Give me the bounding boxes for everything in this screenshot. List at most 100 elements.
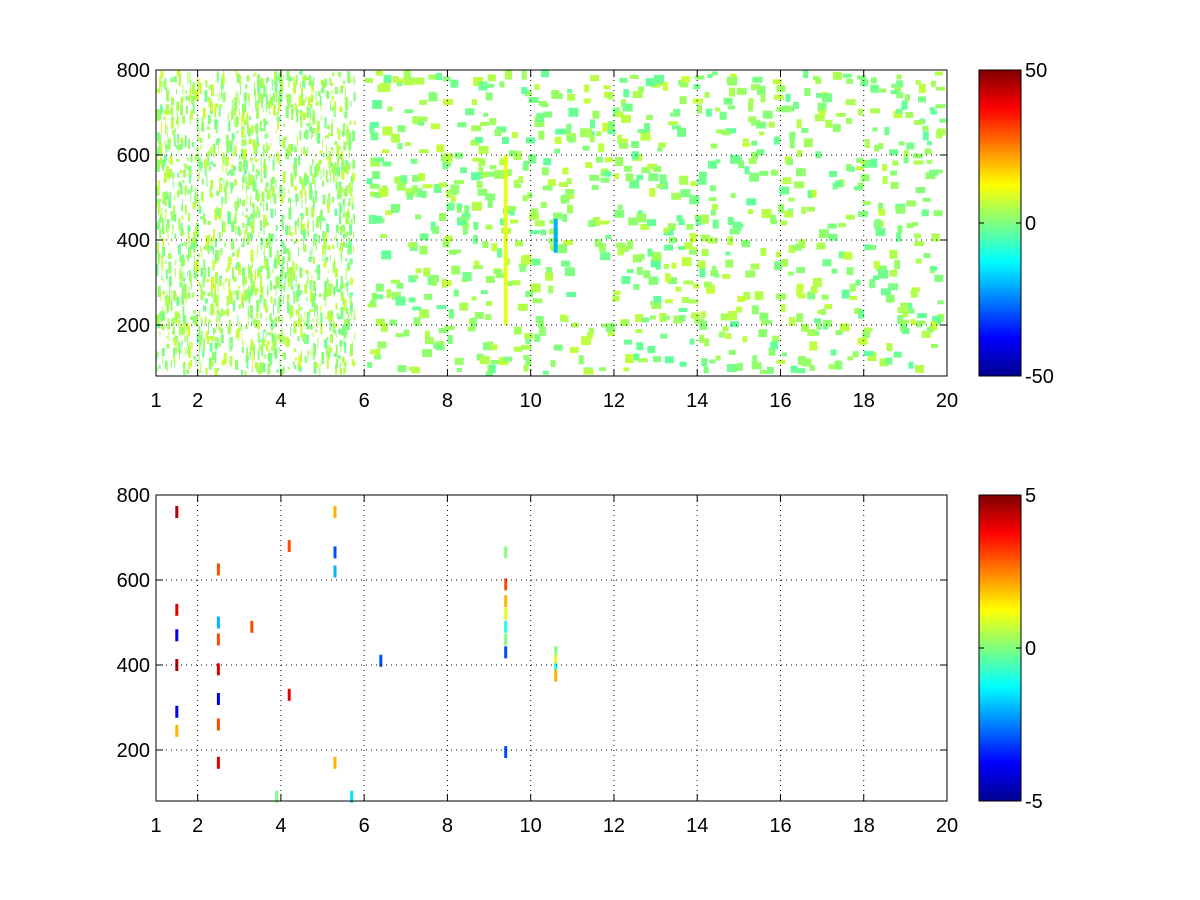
heatmap-cell [852,351,859,358]
heatmap-cell [678,315,686,321]
heatmap-cell [917,313,927,319]
heatmap-cell [627,240,634,250]
heatmap-cell [759,131,764,136]
heatmap-cell [217,284,219,292]
heatmap-cell [751,140,758,146]
heatmap-cell [198,326,201,334]
heatmap-cell [192,141,194,147]
heatmap-cell [897,307,903,314]
heatmap-cell [229,291,233,304]
heatmap-cell [748,209,754,215]
heatmap-cell [336,144,340,157]
heatmap-cell [447,335,453,345]
heatmap-cell [195,358,197,366]
heatmap-cell [270,142,272,146]
heatmap-cell [295,276,297,286]
heatmap-cell [337,166,341,177]
heatmap-cell [223,282,225,290]
heatmap-cell [196,90,198,99]
heatmap-cell [327,351,330,360]
heatmap-cell [261,191,265,202]
heatmap-cell [243,154,247,166]
heatmap-cell [374,157,384,163]
heatmap-cell [647,219,656,227]
heatmap-cell [586,331,593,339]
heatmap-cell [292,76,294,81]
heatmap-cell [407,192,413,200]
heatmap-cell [285,106,289,118]
heatmap-cell [320,361,322,366]
heatmap-cell [257,170,260,176]
heatmap-cell [888,283,899,291]
heatmap-cell [514,183,522,188]
heatmap-cell [180,105,183,116]
heatmap-cell [796,119,802,129]
heatmap-cell [218,323,220,330]
heatmap-cell [456,203,463,209]
heatmap-cell [175,346,178,354]
heatmap-cell [330,162,334,167]
heatmap-cell [323,167,325,178]
heatmap-cell [249,289,253,297]
heatmap-cell [749,172,760,182]
heatmap-cell [762,110,773,119]
heatmap-cell [663,315,670,320]
heatmap-cell [582,145,590,151]
heatmap-cell [415,268,422,274]
heatmap-cell [244,176,247,183]
heatmap-cell [730,154,741,164]
heatmap-cell [934,71,943,76]
colorbar-tick-label: 0 [1025,213,1036,235]
heatmap-cell [176,70,180,77]
heatmap-cell [933,210,943,217]
heatmap-cell [281,262,284,275]
heatmap-cell [181,143,184,148]
heatmap-cell [303,74,307,81]
heatmap-cell [896,74,902,80]
heatmap-cell [649,187,656,197]
heatmap-cell [289,268,292,278]
heatmap-cell [162,290,166,295]
heatmap-cell [160,70,164,78]
heatmap-cell [166,104,169,116]
heatmap-cell [531,258,541,266]
heatmap-cell [206,155,208,166]
heatmap-cell [722,326,729,332]
heatmap-cell [179,255,182,263]
heatmap-cell [603,171,612,177]
heatmap-cell [290,305,294,318]
heatmap-cell [903,157,909,164]
heatmap-cell [215,294,219,307]
heatmap-cell [249,271,252,275]
heatmap-cell [773,94,784,100]
heatmap-cell [287,250,291,262]
heatmap-cell [180,349,182,354]
heatmap-cell [242,162,246,169]
heatmap-cell [741,240,751,248]
heatmap-cell [172,172,175,180]
heatmap-cell [873,275,879,281]
heatmap-cell [561,260,571,267]
heatmap-cell [337,315,341,320]
heatmap-cell [247,232,250,236]
heatmap-cell [190,89,192,99]
heatmap-cell [207,292,211,297]
heatmap-cell [227,213,231,225]
heatmap-cell [449,309,454,319]
heatmap-cell [259,202,262,206]
heatmap-cell [195,227,196,238]
heatmap-cell [300,216,302,226]
heatmap-cell [237,327,240,337]
heatmap-cell [650,259,661,268]
heatmap-cell [221,201,223,210]
heatmap-cell [263,162,265,174]
heatmap-cell [208,85,211,90]
heatmap-cell [261,96,264,108]
heatmap-cell [255,71,257,75]
heatmap-cell [473,221,479,230]
heatmap-cell [235,201,238,212]
heatmap-cell [281,368,284,375]
heatmap-cell [283,123,286,127]
heatmap-cell [784,210,794,218]
heatmap-cell [530,283,541,293]
